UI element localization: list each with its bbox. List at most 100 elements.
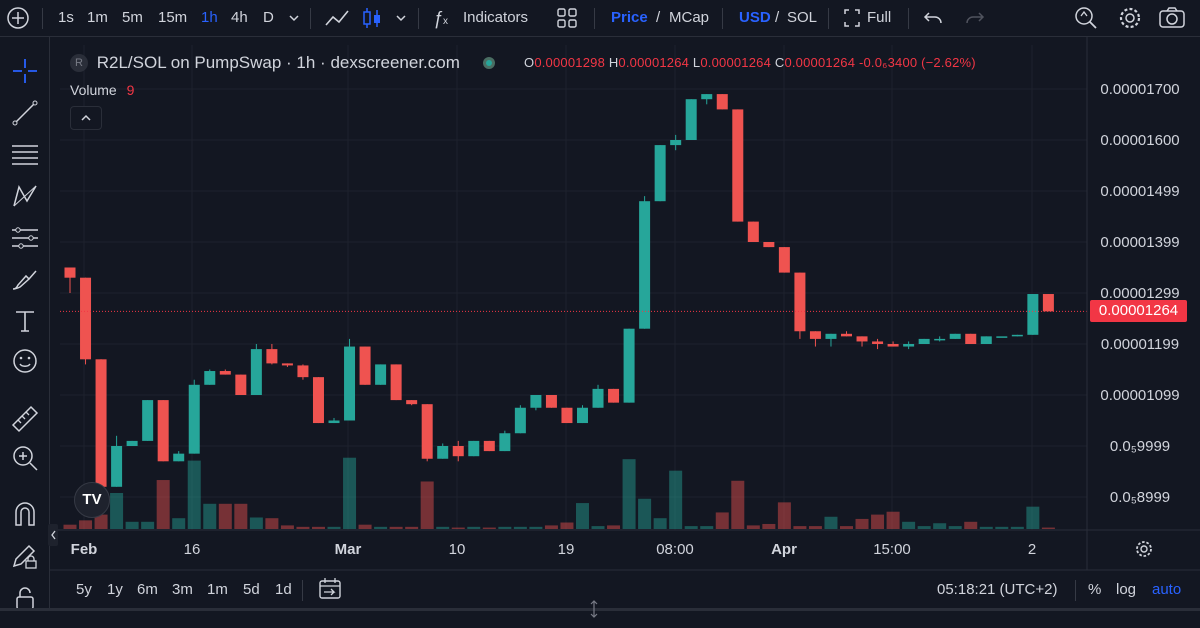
candle-body: [592, 388, 604, 408]
volume-bar: [808, 526, 822, 529]
volume-bar: [529, 526, 543, 529]
price-mcap-slash: /: [656, 9, 661, 26]
ohlc-values: O0.00001298 H0.00001264 L0.00001264 C0.0…: [524, 55, 976, 70]
range-5y[interactable]: 5y: [76, 581, 92, 598]
pattern-icon[interactable]: [9, 180, 41, 212]
chevron-down-icon[interactable]: [394, 2, 408, 38]
indicators-button[interactable]: Indicators: [463, 9, 529, 26]
lock-pencil-icon[interactable]: [9, 539, 41, 571]
clock[interactable]: 05:18:21 (UTC+2): [937, 581, 1058, 598]
range-1d[interactable]: 1d: [275, 581, 292, 598]
sol-toggle[interactable]: SOL: [787, 9, 818, 26]
range-1m[interactable]: 1m: [207, 581, 228, 598]
projection-icon[interactable]: [9, 222, 41, 254]
layouts-icon[interactable]: [556, 2, 578, 38]
candle-body: [157, 400, 169, 462]
volume-bar: [327, 526, 341, 529]
brush-icon[interactable]: [9, 264, 41, 296]
volume-bar: [358, 524, 372, 529]
log-toggle[interactable]: log: [1116, 581, 1137, 598]
camera-icon[interactable]: [1158, 2, 1186, 38]
candle-body: [778, 247, 790, 273]
candle-body: [126, 440, 138, 446]
interval-4h[interactable]: 4h: [231, 9, 248, 26]
chevron-down-icon[interactable]: [287, 2, 301, 38]
time-tick-label: 2: [1028, 541, 1036, 558]
candle-body: [64, 267, 76, 278]
resize-handle-icon[interactable]: [588, 599, 600, 619]
volume-bar: [653, 518, 667, 529]
crosshair-icon[interactable]: [9, 55, 41, 87]
usd-toggle[interactable]: USD: [739, 9, 771, 26]
interval-D[interactable]: D: [263, 9, 274, 26]
range-1y[interactable]: 1y: [107, 581, 123, 598]
emoji-icon[interactable]: [9, 345, 41, 377]
time-axis[interactable]: Feb 16 Mar 10 19 08:00 Apr 15:00 2: [71, 541, 1037, 558]
mcap-toggle[interactable]: MCap: [669, 9, 710, 26]
volume-bar: [218, 503, 232, 529]
ruler-icon[interactable]: [9, 403, 41, 435]
candle-body: [1011, 334, 1023, 337]
interval-15m[interactable]: 15m: [158, 9, 188, 26]
candle-body: [452, 446, 464, 457]
candle-body: [437, 446, 449, 459]
trend-line-icon[interactable]: [9, 96, 41, 128]
full-button[interactable]: Full: [867, 9, 892, 26]
calendar-goto-icon[interactable]: [318, 575, 342, 619]
function-icon[interactable]: ƒx: [433, 8, 449, 28]
price-toggle[interactable]: Price: [611, 9, 648, 26]
volume-bar: [902, 521, 916, 529]
text-icon[interactable]: [9, 305, 41, 337]
candle-body: [1042, 294, 1054, 312]
range-6m[interactable]: 6m: [137, 581, 158, 598]
volume-bar: [420, 481, 434, 529]
axis-settings-icon[interactable]: [1134, 539, 1154, 559]
candle-body: [576, 407, 588, 424]
gear-icon[interactable]: [1117, 2, 1143, 38]
candle-body: [421, 404, 433, 459]
candle-body: [80, 277, 92, 360]
candle-body: [841, 333, 852, 337]
price-tick-label: 0.00001099: [1100, 387, 1179, 404]
candles-icon[interactable]: [360, 2, 384, 38]
chevron-left-icon[interactable]: [48, 524, 58, 546]
candle-body: [732, 109, 744, 222]
change-value: -0.0₆3400 (−2.62%): [858, 55, 976, 70]
volume-bar: [622, 459, 636, 529]
volume-bar: [995, 526, 1009, 529]
volume-bar: [156, 480, 170, 529]
candle-body: [716, 94, 728, 110]
range-5d[interactable]: 5d: [243, 581, 260, 598]
range-3m[interactable]: 3m: [172, 581, 193, 598]
undo-icon[interactable]: [922, 2, 944, 38]
candle-body: [747, 221, 759, 242]
tradingview-logo[interactable]: TV: [74, 482, 110, 518]
price-tick-label: 0.00001499: [1100, 183, 1179, 200]
fullscreen-icon[interactable]: [843, 2, 861, 38]
interval-1s[interactable]: 1s: [58, 9, 74, 26]
redo-icon[interactable]: [964, 2, 986, 38]
volume-bar: [311, 526, 325, 529]
interval-1m[interactable]: 1m: [87, 9, 108, 26]
volume-bar: [700, 526, 714, 529]
price-axis[interactable]: 0.00001700 0.00001600 0.00001499 0.00001399…: [1100, 81, 1179, 506]
interval-1h[interactable]: 1h: [201, 9, 218, 26]
interval-5m[interactable]: 5m: [122, 9, 143, 26]
search-zoom-icon[interactable]: [1073, 2, 1099, 38]
zoom-in-icon[interactable]: [9, 442, 41, 474]
magnet-icon[interactable]: [9, 498, 41, 530]
candle-body: [344, 346, 356, 421]
add-icon[interactable]: [5, 2, 31, 38]
volume-legend: Volume 9: [70, 82, 134, 98]
chevron-up-icon[interactable]: [70, 106, 102, 130]
close-key: C: [774, 55, 785, 70]
fib-icon[interactable]: [9, 138, 41, 170]
auto-toggle[interactable]: auto: [1152, 581, 1182, 598]
percent-toggle[interactable]: %: [1088, 581, 1102, 598]
candle-body: [375, 364, 387, 385]
volume-bar: [824, 516, 838, 529]
chart-title: R2L/SOL on PumpSwap · 1h · dexscreener.c…: [96, 52, 460, 72]
line-style-icon[interactable]: [323, 2, 351, 38]
time-tick-label: 16: [184, 541, 201, 558]
